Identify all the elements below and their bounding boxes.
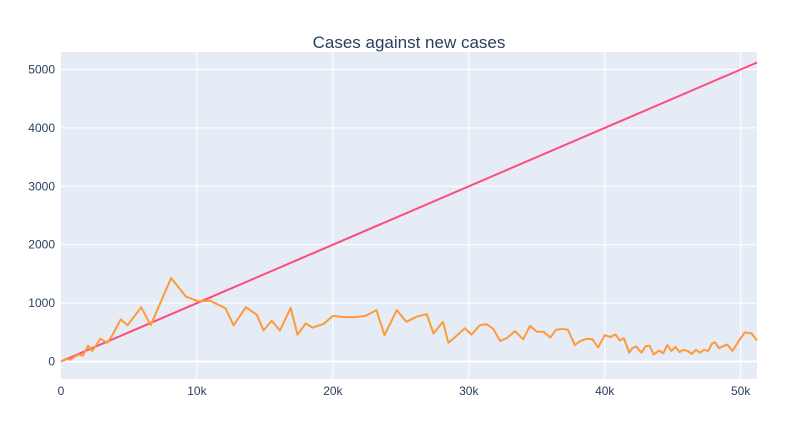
y-tick-label: 1000 [28, 296, 55, 310]
series-layer [60, 61, 758, 363]
y-tick-label: 0 [48, 354, 55, 368]
y-tick-label: 3000 [28, 179, 55, 193]
x-tick-label: 50k [731, 384, 751, 398]
new-cases-line-series [60, 277, 758, 363]
chart-title: Cases against new cases [313, 33, 506, 52]
y-tick-label: 4000 [28, 121, 55, 135]
x-axis-ticks: 0 10k 20k 30k 40k 50k [58, 384, 752, 398]
x-tick-label: 40k [595, 384, 615, 398]
x-tick-label: 10k [187, 384, 207, 398]
y-tick-label: 2000 [28, 238, 55, 252]
x-tick-label: 0 [58, 384, 65, 398]
y-tick-label: 5000 [28, 63, 55, 77]
y-axis-ticks: 0 1000 2000 3000 4000 5000 [28, 63, 55, 369]
plot-area [61, 52, 757, 379]
grid-lines [61, 52, 757, 379]
x-tick-label: 20k [323, 384, 343, 398]
x-tick-label: 30k [459, 384, 479, 398]
reference-line-series [60, 61, 758, 363]
